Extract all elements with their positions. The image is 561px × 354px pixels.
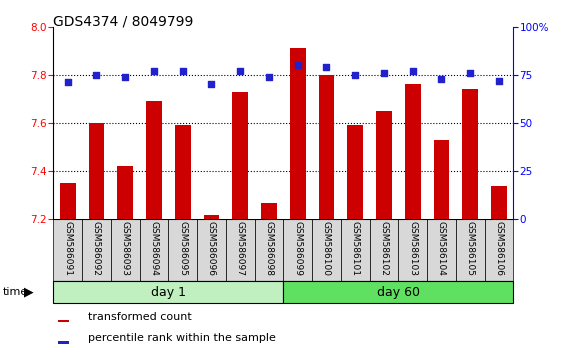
Point [494,78,503,84]
Bar [255,219,283,281]
Bar [197,219,226,281]
Bar [168,219,197,281]
Text: GSM586095: GSM586095 [178,221,187,276]
Point [264,74,273,80]
Bar [398,219,427,281]
Point [178,68,187,74]
Text: GSM586096: GSM586096 [207,221,216,276]
Text: GSM586105: GSM586105 [466,221,475,276]
Bar [456,219,485,281]
Bar [347,125,363,219]
Text: GSM586103: GSM586103 [408,221,417,276]
Bar [312,219,341,281]
Bar [58,320,70,322]
Text: GSM586093: GSM586093 [121,221,130,276]
Text: percentile rank within the sample: percentile rank within the sample [88,332,275,343]
Bar [261,202,277,219]
Bar [462,89,478,219]
Bar [491,186,507,219]
Point [379,70,388,76]
Point [408,68,417,74]
Text: time: time [3,287,28,297]
Bar [319,75,334,219]
Text: GSM586094: GSM586094 [149,221,158,276]
Bar [60,183,76,219]
Bar [58,341,70,343]
Text: GSM586098: GSM586098 [264,221,273,276]
Point [121,74,130,80]
Bar [204,215,219,219]
Bar [53,219,82,281]
Bar [226,219,255,281]
Text: GSM586106: GSM586106 [494,221,503,276]
Bar [341,219,370,281]
Bar [370,219,398,281]
Bar [376,111,392,219]
Bar [290,48,306,219]
Text: day 60: day 60 [377,286,420,298]
Bar [434,140,449,219]
Text: GSM586099: GSM586099 [293,221,302,276]
Point [322,64,331,70]
Text: ▶: ▶ [24,286,34,298]
Text: GSM586097: GSM586097 [236,221,245,276]
Bar [405,85,421,219]
Point [437,76,446,81]
Text: GSM586092: GSM586092 [92,221,101,276]
Text: GDS4374 / 8049799: GDS4374 / 8049799 [53,14,194,28]
Bar [89,123,104,219]
Bar [111,219,140,281]
Text: day 1: day 1 [151,286,186,298]
Text: GSM586104: GSM586104 [437,221,446,276]
Bar [427,219,456,281]
Point [207,82,216,87]
Bar [283,219,312,281]
Point [63,80,72,85]
Text: GSM586100: GSM586100 [322,221,331,276]
Bar [232,92,248,219]
Point [149,68,158,74]
Bar [53,281,283,303]
Text: transformed count: transformed count [88,312,191,322]
Text: GSM586101: GSM586101 [351,221,360,276]
Point [466,70,475,76]
Bar [175,125,191,219]
Bar [146,101,162,219]
Bar [283,281,513,303]
Bar [485,219,513,281]
Point [92,72,101,78]
Point [293,62,302,68]
Point [351,72,360,78]
Bar [82,219,111,281]
Bar [140,219,168,281]
Text: GSM586102: GSM586102 [379,221,388,276]
Text: GSM586091: GSM586091 [63,221,72,276]
Point [236,68,245,74]
Bar [117,166,133,219]
